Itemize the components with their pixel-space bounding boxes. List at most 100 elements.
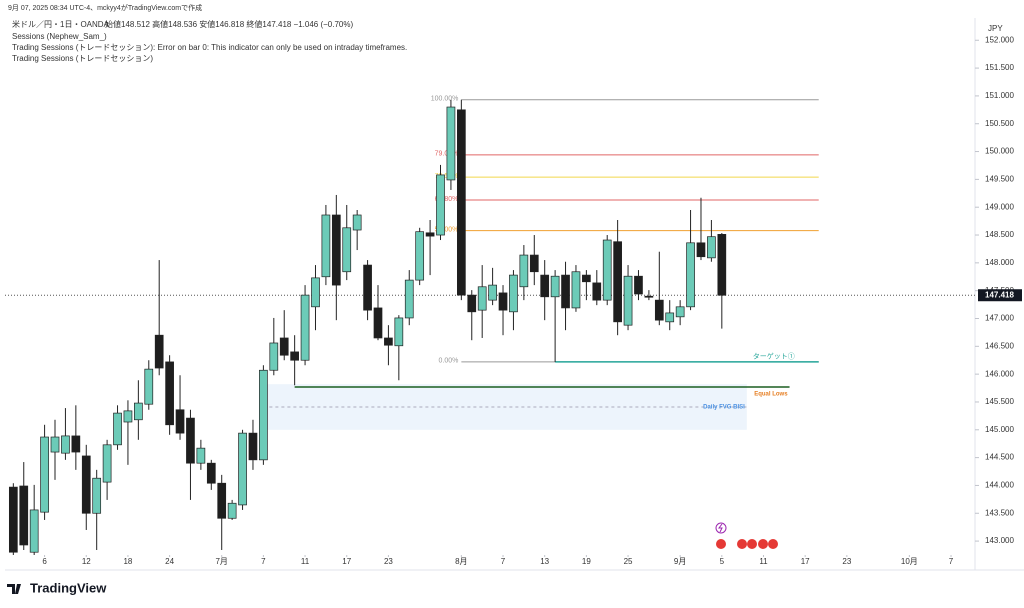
fvg-label: Daily FVG BISI <box>703 405 745 411</box>
indicator: Trading Sessions (トレードセッション): Error on b… <box>12 43 407 52</box>
candle-body <box>623 275 633 326</box>
x-tick-label: 18 <box>123 557 132 566</box>
x-tick-label: 19 <box>582 557 591 566</box>
candle-body <box>571 271 581 309</box>
candle-body <box>415 231 425 281</box>
candle-body <box>707 236 716 259</box>
candle-body <box>519 254 529 288</box>
candle-body <box>686 242 695 308</box>
x-tick-label: 6 <box>42 557 47 566</box>
fib-label: 0.00% <box>438 358 458 365</box>
candle-body <box>217 482 227 519</box>
fib-label: 50.00% <box>435 226 459 233</box>
candle-body <box>342 227 352 273</box>
x-tick-label: 8月 <box>455 557 467 566</box>
candle-body <box>134 402 143 421</box>
candle-body <box>373 307 383 339</box>
y-tick-label: 152.000 <box>985 35 1014 44</box>
candle-body <box>352 214 362 231</box>
y-tick-label: 148.500 <box>985 230 1014 239</box>
candle-body <box>644 295 654 298</box>
candle-body <box>498 292 508 311</box>
candle-body <box>394 317 404 347</box>
created-note: 9月 07, 2025 08:34 UTC-4、mckyy4がTradingVi… <box>8 3 202 12</box>
fib-label: 70.50% <box>435 173 459 180</box>
indicator: Trading Sessions (トレードセッション) <box>12 54 153 63</box>
candle-body <box>675 306 685 318</box>
x-tick-label: 23 <box>384 557 393 566</box>
candle-body <box>331 214 341 286</box>
symbol: 米ドル／円・1日・OANDA <box>12 19 110 29</box>
candle-body <box>456 109 466 296</box>
x-tick-label: 7 <box>949 557 954 566</box>
candle-body <box>165 361 174 426</box>
y-tick-label: 149.000 <box>985 202 1014 211</box>
candle-body <box>540 274 550 298</box>
candle-body <box>425 232 435 237</box>
candle-body <box>613 241 622 323</box>
logo-text: TradingView <box>30 580 107 595</box>
candle-body <box>259 369 268 461</box>
x-tick-label: 12 <box>82 557 91 566</box>
x-tick-label: 13 <box>540 557 549 566</box>
candle-body <box>634 275 643 295</box>
y-tick-label: 149.500 <box>985 174 1014 183</box>
y-tick-label: 144.500 <box>985 453 1014 462</box>
candle-body <box>92 477 102 514</box>
candle-body <box>248 432 258 461</box>
candle-body <box>488 284 497 301</box>
candle-body <box>529 254 539 273</box>
y-tick-label: 147.000 <box>985 314 1014 323</box>
candle-body <box>602 239 612 301</box>
y-tick-label: 151.000 <box>985 91 1014 100</box>
x-tick-label: 5 <box>720 557 725 566</box>
candle-body <box>206 462 216 484</box>
fib-label: 100.00% <box>431 96 459 103</box>
candle-body <box>186 417 195 464</box>
y-tick-label: 146.000 <box>985 369 1014 378</box>
x-tick-label: 7 <box>261 557 266 566</box>
x-tick-label: 23 <box>842 557 851 566</box>
candle-body <box>113 412 122 446</box>
x-tick-label: 17 <box>801 557 810 566</box>
ohlc: 始値148.512 高値148.536 安値146.818 終値147.418 … <box>105 19 353 29</box>
y-tick-label: 151.500 <box>985 63 1014 72</box>
y-tick-label: 144.000 <box>985 481 1014 490</box>
candle-body <box>665 312 675 323</box>
candle-body <box>29 509 39 553</box>
candle-body <box>477 286 487 311</box>
x-tick-label: 11 <box>759 557 768 566</box>
candle-body <box>321 214 331 278</box>
candle-body <box>654 299 664 321</box>
last-price-box <box>978 289 1022 302</box>
candle-body <box>300 294 310 361</box>
x-tick-label: 11 <box>301 557 310 566</box>
candle-body <box>196 447 206 464</box>
y-tick-label: 150.000 <box>985 147 1014 156</box>
candle-body <box>311 277 320 308</box>
candle-body <box>561 274 570 309</box>
x-tick-label: 25 <box>624 557 633 566</box>
candle-body <box>19 485 29 546</box>
candle-body <box>8 486 18 553</box>
candle-body <box>404 279 414 319</box>
y-tick-label: 150.500 <box>985 119 1014 128</box>
x-tick-label: 17 <box>342 557 351 566</box>
y-tick-label: 143.500 <box>985 508 1014 517</box>
indicator: Sessions (Nephew_Sam_) <box>12 32 107 41</box>
candle-body <box>384 337 393 346</box>
y-tick-label: 146.500 <box>985 341 1014 350</box>
y-tick-label: 148.000 <box>985 258 1014 267</box>
candle-body <box>50 436 60 453</box>
candle-body <box>269 342 279 371</box>
candle-body <box>227 502 237 519</box>
equal-lows-label: Equal Lows <box>754 392 788 398</box>
y-tick-label: 143.000 <box>985 536 1014 545</box>
x-tick-label: 7 <box>501 557 506 566</box>
x-tick-label: 24 <box>165 557 174 566</box>
candle-body <box>446 106 456 181</box>
fib-label: 61.80% <box>435 196 459 203</box>
candle-body <box>363 264 372 311</box>
x-tick-label: 10月 <box>901 557 918 566</box>
